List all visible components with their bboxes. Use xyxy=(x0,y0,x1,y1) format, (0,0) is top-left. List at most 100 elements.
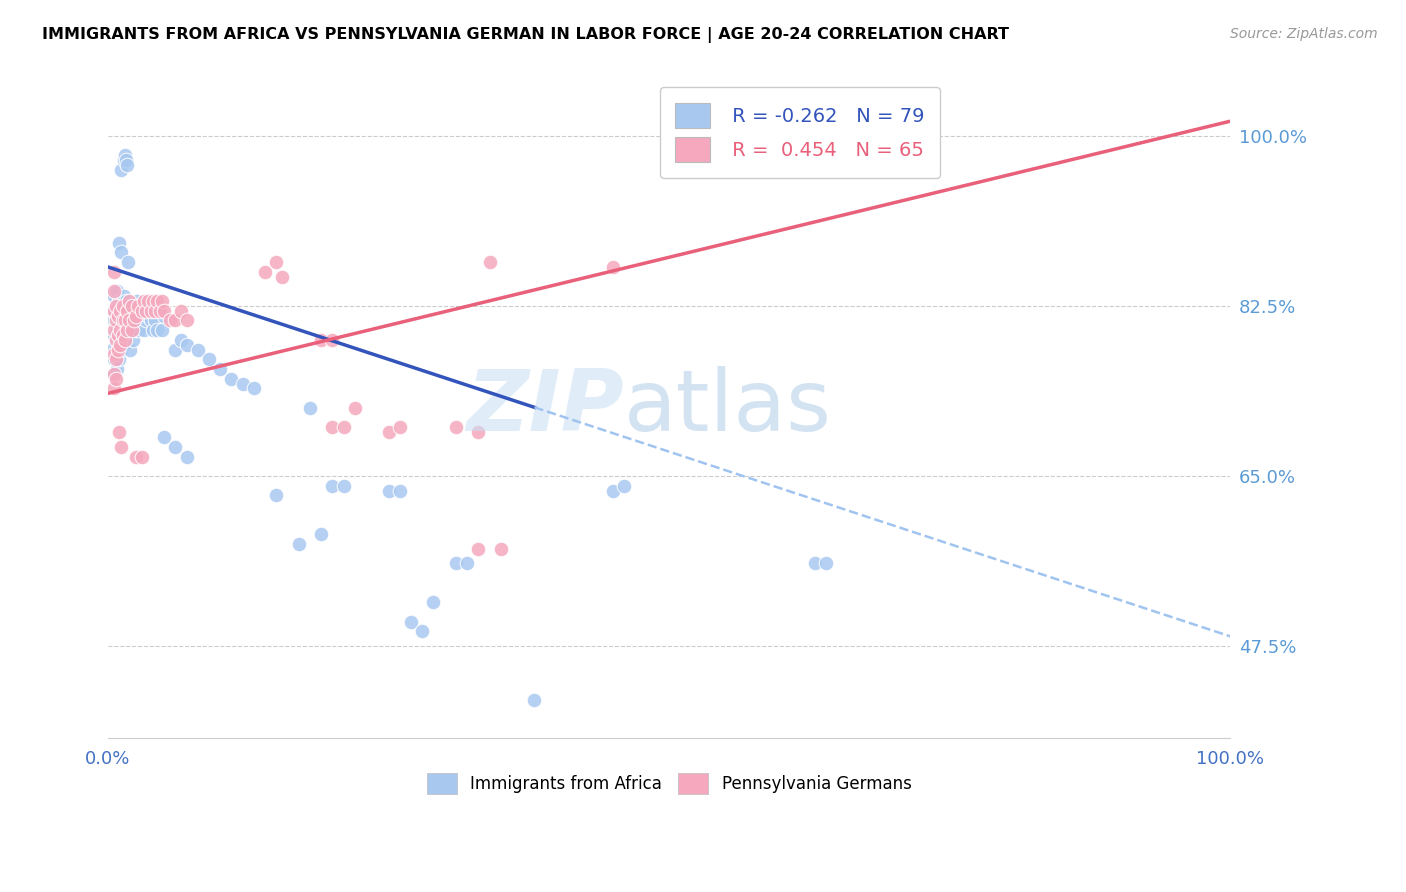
Point xyxy=(132,293,155,308)
Point xyxy=(332,420,354,434)
Point xyxy=(121,313,143,327)
Point xyxy=(132,323,155,337)
Point xyxy=(150,323,173,337)
Point xyxy=(127,313,149,327)
Point xyxy=(107,309,129,323)
Point xyxy=(103,341,125,355)
Text: Source: ZipAtlas.com: Source: ZipAtlas.com xyxy=(1230,27,1378,41)
Point xyxy=(110,323,132,337)
Point xyxy=(170,303,193,318)
Point xyxy=(146,293,169,308)
Point xyxy=(128,303,150,318)
Point xyxy=(138,309,160,323)
Point xyxy=(108,352,131,367)
Point xyxy=(118,293,141,308)
Point xyxy=(104,333,127,347)
Point xyxy=(105,285,128,299)
Point xyxy=(124,323,146,337)
Point xyxy=(411,624,433,639)
Point xyxy=(103,352,125,367)
Point xyxy=(187,343,209,357)
Point xyxy=(131,313,153,327)
Point xyxy=(104,299,127,313)
Point xyxy=(165,440,187,454)
Point xyxy=(467,425,489,440)
Point xyxy=(104,313,127,327)
Point xyxy=(209,362,232,376)
Point xyxy=(146,323,169,337)
Point xyxy=(115,303,138,318)
Point xyxy=(198,352,221,367)
Point xyxy=(139,303,162,318)
Point xyxy=(271,269,294,284)
Point xyxy=(321,420,343,434)
Point xyxy=(142,323,165,337)
Point xyxy=(478,255,501,269)
Point xyxy=(103,323,125,337)
Point xyxy=(104,372,127,386)
Point xyxy=(115,293,138,308)
Point xyxy=(105,333,128,347)
Point xyxy=(321,333,343,347)
Point xyxy=(114,333,136,347)
Point xyxy=(111,328,134,343)
Point xyxy=(165,313,187,327)
Point xyxy=(117,303,139,318)
Point xyxy=(115,323,138,337)
Point xyxy=(112,303,135,318)
Point xyxy=(602,483,624,498)
Point xyxy=(815,557,838,571)
Point xyxy=(110,299,132,313)
Point xyxy=(107,343,129,357)
Point xyxy=(110,313,132,327)
Point xyxy=(613,478,636,492)
Point xyxy=(127,293,149,308)
Point xyxy=(444,420,467,434)
Point xyxy=(122,313,145,327)
Point xyxy=(108,309,131,323)
Point xyxy=(444,557,467,571)
Point xyxy=(165,343,187,357)
Point xyxy=(103,265,125,279)
Point xyxy=(105,299,128,313)
Point xyxy=(377,483,399,498)
Point xyxy=(112,153,135,167)
Point xyxy=(105,323,128,337)
Point xyxy=(131,450,153,464)
Legend: Immigrants from Africa, Pennsylvania Germans: Immigrants from Africa, Pennsylvania Ger… xyxy=(418,764,920,803)
Point xyxy=(112,323,135,337)
Point xyxy=(112,289,135,303)
Point xyxy=(105,347,128,361)
Point xyxy=(108,235,131,250)
Point xyxy=(142,293,165,308)
Point xyxy=(121,299,143,313)
Point xyxy=(127,299,149,313)
Point xyxy=(104,352,127,367)
Point xyxy=(467,541,489,556)
Point xyxy=(111,299,134,313)
Point xyxy=(159,313,181,327)
Point xyxy=(266,255,288,269)
Point xyxy=(103,313,125,327)
Point xyxy=(456,557,478,571)
Point xyxy=(232,376,254,391)
Point xyxy=(114,313,136,327)
Point xyxy=(243,382,266,396)
Point xyxy=(422,595,444,609)
Point xyxy=(254,265,277,279)
Point xyxy=(153,303,176,318)
Point xyxy=(115,158,138,172)
Point xyxy=(110,337,132,351)
Point xyxy=(332,478,354,492)
Point xyxy=(114,148,136,162)
Point xyxy=(103,289,125,303)
Point xyxy=(124,303,146,318)
Point xyxy=(153,309,176,323)
Point xyxy=(105,362,128,376)
Point xyxy=(108,293,131,308)
Point xyxy=(108,425,131,440)
Point xyxy=(321,478,343,492)
Point xyxy=(149,303,172,318)
Point xyxy=(105,309,128,323)
Point xyxy=(103,303,125,318)
